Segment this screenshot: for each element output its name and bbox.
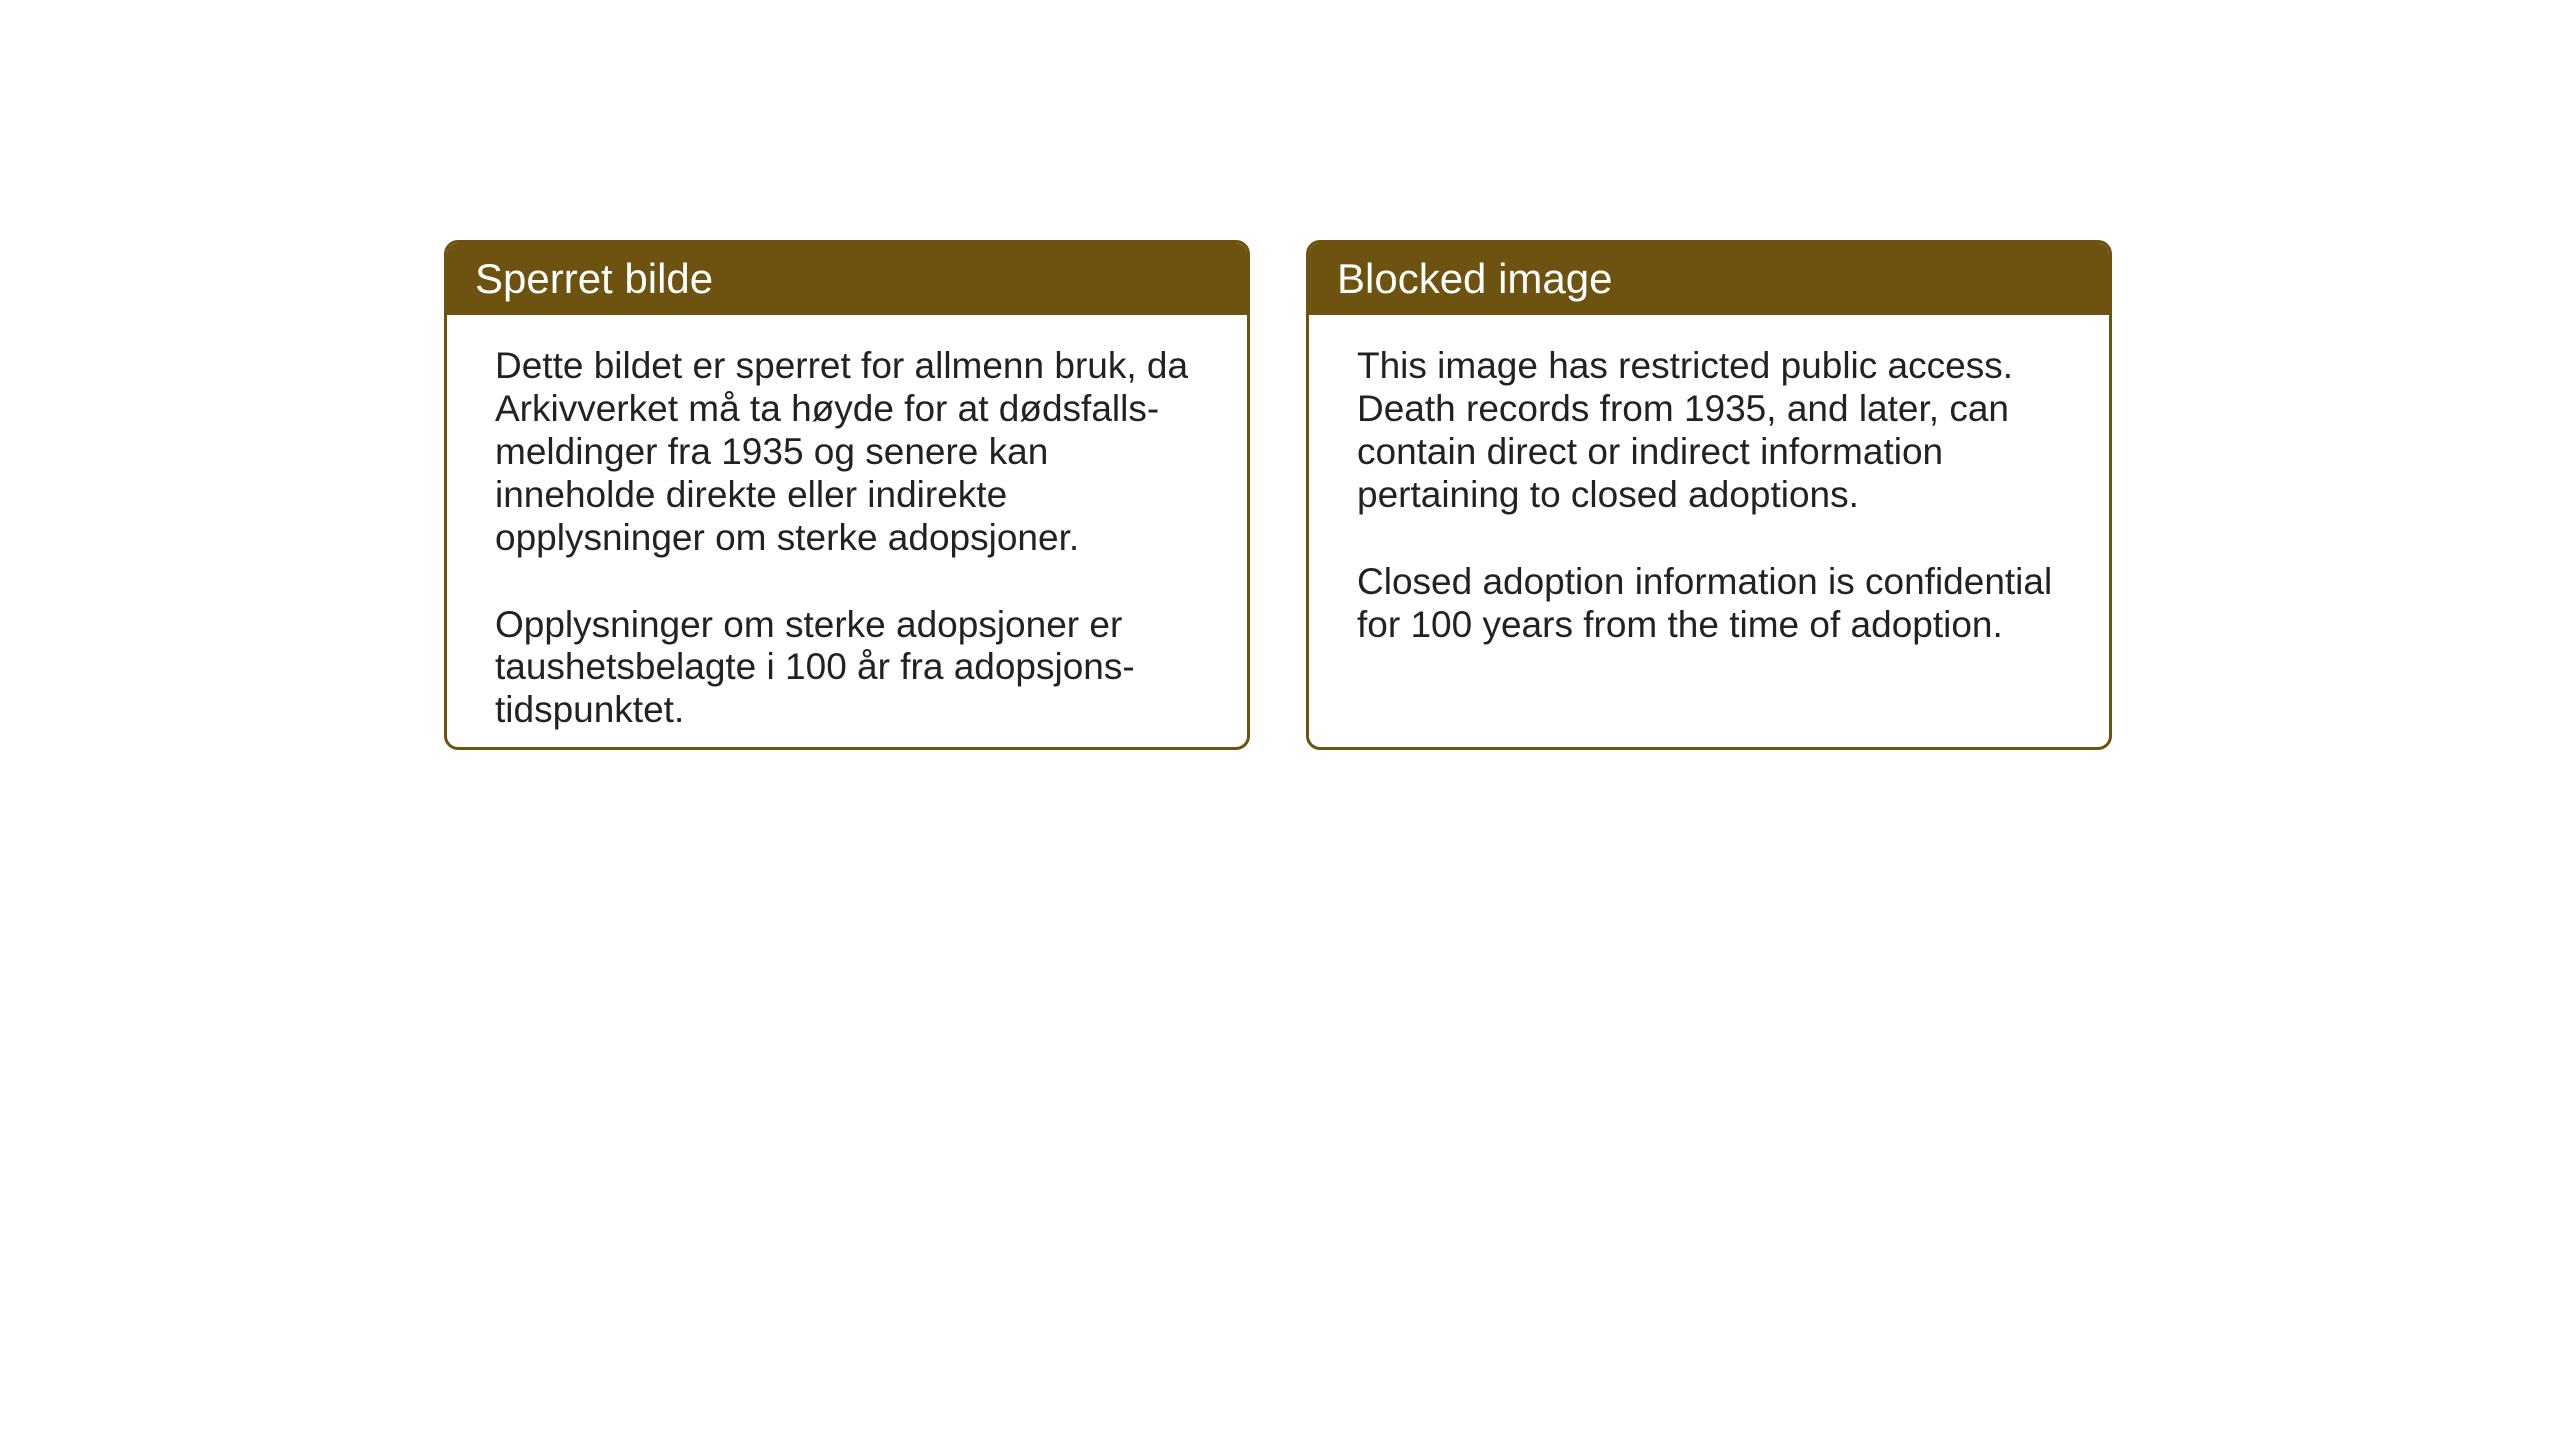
card-english: Blocked image This image has restricted …	[1306, 240, 2112, 750]
cards-container: Sperret bilde Dette bildet er sperret fo…	[444, 240, 2112, 750]
card-norwegian-title: Sperret bilde	[475, 255, 713, 302]
card-english-title: Blocked image	[1337, 255, 1612, 302]
card-norwegian-body: Dette bildet er sperret for allmenn bruk…	[447, 315, 1247, 750]
card-norwegian-paragraph-2: Opplysninger om sterke adopsjoner er tau…	[495, 604, 1199, 733]
card-norwegian-header: Sperret bilde	[447, 243, 1247, 315]
card-english-paragraph-2: Closed adoption information is confident…	[1357, 561, 2061, 647]
card-english-body: This image has restricted public access.…	[1309, 315, 2109, 686]
card-english-paragraph-1: This image has restricted public access.…	[1357, 345, 2061, 517]
card-norwegian-paragraph-1: Dette bildet er sperret for allmenn bruk…	[495, 345, 1199, 560]
card-english-header: Blocked image	[1309, 243, 2109, 315]
card-norwegian: Sperret bilde Dette bildet er sperret fo…	[444, 240, 1250, 750]
